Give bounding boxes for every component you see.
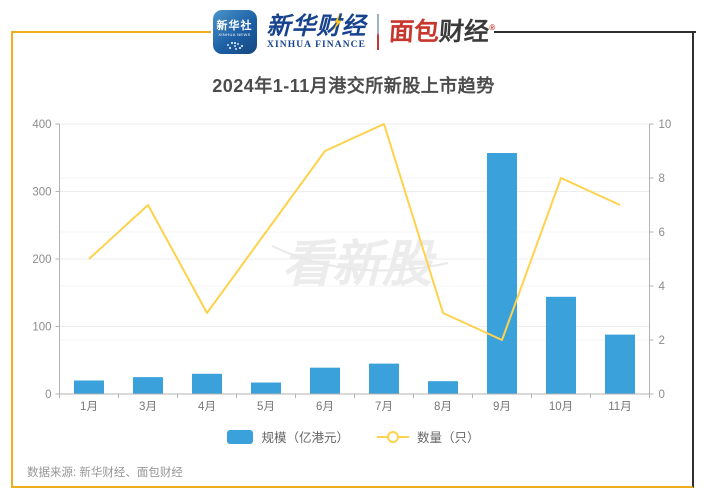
x-axis-label: 10月: [549, 401, 573, 413]
x-axis-label: 1月: [80, 401, 98, 413]
x-axis-label: 6月: [316, 401, 334, 413]
xinhua-finance-en: XINHUA FINANCE: [267, 40, 367, 50]
chart-title: 2024年1-11月港交所新股上市趋势: [212, 76, 495, 96]
content-frame: [11, 31, 694, 488]
legend-label-scale: 规模（亿港元）: [261, 431, 349, 445]
left-axis-label: 300: [32, 187, 51, 199]
legend-item-count: 数量（只）: [377, 427, 480, 446]
chart-legend: 规模（亿港元） 数量（只）: [0, 427, 707, 446]
right-axis-label: 6: [659, 227, 665, 239]
watermark-swoosh-icon: [271, 245, 449, 272]
legend-item-scale: 规模（亿港元）: [227, 427, 349, 446]
bar-11月: [605, 334, 635, 394]
x-axis-label: 4月: [198, 401, 216, 413]
xinhua-news-title: 新华社: [216, 20, 253, 32]
xinhua-news-subtitle: XINHUA NEWS: [218, 32, 251, 37]
left-axis-label: 0: [45, 389, 51, 401]
bar-series-swatch-icon: [227, 429, 254, 444]
x-axis-label: 5月: [257, 401, 275, 413]
data-source-note: 数据来源: 新华财经、面包财经: [27, 467, 183, 479]
watermark-text: 看新股: [282, 236, 437, 292]
left-axis-label: 200: [32, 254, 51, 266]
frame-top-left-segment: [11, 31, 211, 33]
right-axis-label: 4: [659, 281, 666, 293]
x-axis-label: 7月: [375, 401, 393, 413]
bar-7月: [369, 363, 399, 394]
right-axis-label: 10: [659, 119, 672, 131]
left-axis-label: 400: [32, 119, 51, 131]
bar-5月: [251, 382, 281, 394]
right-axis-label: 8: [659, 173, 665, 185]
left-axis-label: 100: [32, 322, 51, 334]
header-logos: 新华社 XINHUA NEWS 新华财经 XINHUA FINANCE 面包财经…: [0, 6, 707, 58]
bar-10月: [546, 296, 576, 394]
line-series-marker-icon: [377, 430, 409, 444]
x-axis-label: 11月: [608, 401, 631, 413]
bar-8月: [428, 381, 458, 394]
x-axis-label: 9月: [493, 401, 511, 413]
xinhua-news-logo-icon: 新华社 XINHUA NEWS: [212, 10, 257, 54]
bar-9月: [487, 153, 517, 394]
right-axis-label: 2: [659, 335, 665, 347]
legend-label-count: 数量（只）: [417, 431, 480, 445]
xinhua-finance-logo: 新华财经 XINHUA FINANCE: [267, 14, 367, 50]
x-axis-label: 8月: [434, 401, 452, 413]
bar-1月: [74, 380, 104, 394]
xinhua-finance-cn: 新华财经: [266, 11, 367, 40]
x-axis-label: 3月: [139, 401, 157, 413]
globe-dots-icon: [233, 42, 236, 44]
bar-6月: [310, 367, 340, 394]
count-line: [88, 123, 621, 341]
logo-divider: [376, 14, 379, 50]
bar-3月: [133, 377, 163, 394]
right-axis-label: 0: [659, 389, 665, 401]
frame-top-right-segment: [494, 31, 696, 33]
bar-4月: [192, 373, 222, 394]
